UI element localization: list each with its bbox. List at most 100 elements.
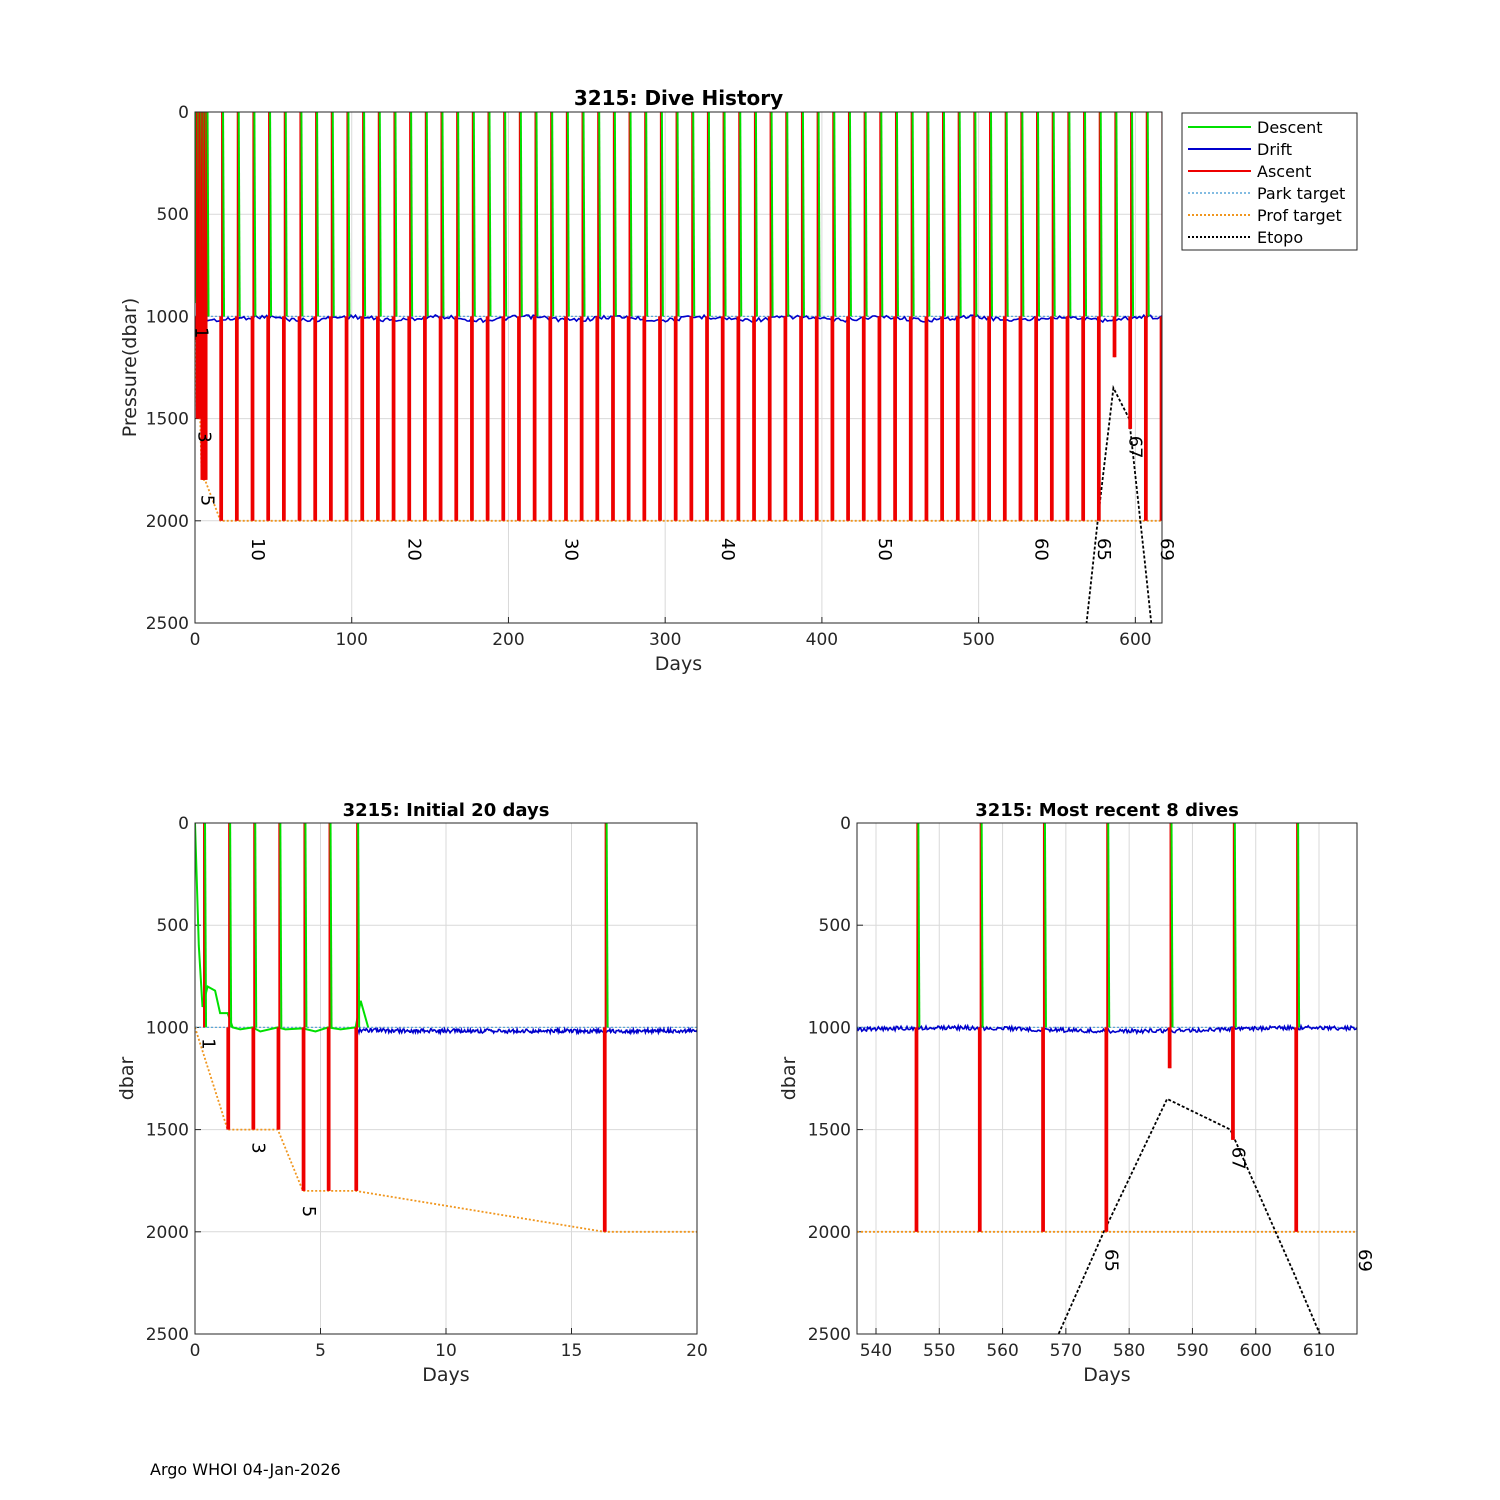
y-axis-label: Pressure(dbar) [119, 298, 141, 438]
descent-series [613, 112, 617, 317]
descent-series [582, 112, 586, 317]
cycle-label: 67 [1227, 1147, 1248, 1170]
descent-series [229, 823, 233, 1028]
y-tick-label: 2000 [146, 512, 189, 532]
descent-series [551, 112, 555, 317]
axes-frame [856, 822, 1358, 1335]
plot-layer [195, 112, 1162, 623]
descent-series [1068, 112, 1072, 317]
descent-series [284, 112, 288, 317]
y-tick-label: 0 [178, 103, 189, 123]
y-tick-label: 2500 [146, 614, 189, 634]
chart-dive-history: 0 100 200 300 400 500 600 0 500 1000 1500 2000 2500 1… [119, 86, 1177, 675]
descent-series [707, 112, 711, 317]
cycle-label: 65 [1093, 538, 1114, 561]
y-tick-label: 1000 [808, 1018, 851, 1038]
chart-most-recent-dives: 540 550 560 570 580 590 600 610 0 500 1000 1500 2000… [778, 800, 1375, 1386]
descent-series [598, 112, 602, 317]
y-tick-label: 2500 [808, 1325, 851, 1345]
x-tick-label: 10 [435, 1341, 457, 1361]
descent-series [864, 112, 868, 317]
cycle-label: 60 [1030, 538, 1051, 561]
chart-initial-20-days: 0 5 10 15 20 0 500 1000 1500 2000 2500 1 3 5 3215: Ini… [116, 800, 708, 1386]
x-tick-label: 20 [686, 1341, 708, 1361]
descent-series [629, 112, 633, 317]
descent-series [660, 112, 664, 317]
descent-series [974, 112, 978, 317]
descent-series [254, 823, 258, 1028]
cycle-label: 3 [194, 431, 215, 442]
cycle-label: 1 [198, 1038, 219, 1049]
descent-series [1297, 823, 1301, 1028]
descent-series [1052, 112, 1056, 317]
descent-series [378, 112, 382, 317]
descent-series [253, 112, 257, 317]
descent-series [519, 112, 523, 317]
descent-series [1361, 823, 1362, 1027]
x-tick-label: 560 [986, 1341, 1018, 1361]
legend-label: Etopo [1257, 228, 1303, 247]
descent-series [958, 112, 962, 317]
x-axis-label: Days [1083, 1364, 1130, 1386]
descent-series [566, 112, 570, 317]
descent-series [1146, 112, 1150, 317]
descent-series [472, 112, 476, 317]
descent-series [204, 823, 208, 1028]
cycle-label: 5 [197, 495, 218, 506]
chart-legend: Descent Drift Ascent Park target Prof target… [1181, 112, 1358, 251]
x-tick-label: 0 [190, 1341, 201, 1361]
y-tick-label: 1500 [808, 1121, 851, 1141]
descent-series [917, 823, 921, 1028]
descent-series [279, 823, 283, 1028]
x-tick-label: 15 [561, 1341, 583, 1361]
axes-frame [194, 111, 1163, 624]
descent-series [1107, 823, 1111, 1028]
descent-series [535, 112, 539, 317]
descent-series [645, 112, 649, 317]
legend-label: Park target [1257, 184, 1345, 203]
descent-series [770, 112, 774, 317]
x-tick-label: 540 [860, 1341, 892, 1361]
descent-series [1037, 112, 1041, 317]
legend-label: Ascent [1257, 162, 1311, 181]
descent-series [331, 112, 335, 317]
cycle-label: 65 [1101, 1249, 1122, 1272]
descent-series [222, 112, 226, 317]
drift-series [204, 313, 1162, 324]
descent-series [1021, 112, 1025, 317]
descent-series [605, 823, 609, 1028]
cycle-label: 3 [248, 1142, 269, 1153]
descent-series [911, 112, 915, 317]
descent-series [833, 112, 837, 317]
descent-series [504, 112, 508, 317]
cycle-label: 50 [874, 538, 895, 561]
x-tick-label: 600 [1119, 630, 1151, 650]
cycle-label: 20 [404, 538, 425, 561]
x-tick-label: 550 [923, 1341, 955, 1361]
legend-label: Descent [1257, 118, 1323, 137]
descent-series [237, 112, 241, 317]
descent-series [990, 112, 994, 317]
y-axis-label: dbar [116, 1057, 138, 1101]
descent-series [425, 112, 429, 317]
y-tick-label: 500 [157, 916, 189, 936]
descent-series [1084, 112, 1088, 317]
descent-series [754, 112, 758, 317]
descent-series [1043, 823, 1047, 1028]
y-tick-label: 2000 [146, 1223, 189, 1243]
descent-series [1233, 823, 1237, 1028]
etopo-line [1057, 1097, 1321, 1334]
descent-series [1099, 112, 1103, 317]
x-tick-label: 0 [190, 630, 201, 650]
descent-series [942, 112, 946, 317]
descent-series [410, 112, 414, 317]
x-tick-label: 500 [962, 630, 994, 650]
cycle-label: 5 [298, 1206, 319, 1217]
descent-series [1170, 823, 1174, 1028]
etopo-line [1085, 384, 1153, 623]
descent-series [676, 112, 680, 317]
axes-frame [194, 822, 698, 1335]
descent-series [488, 112, 492, 317]
descent-series [300, 112, 304, 317]
